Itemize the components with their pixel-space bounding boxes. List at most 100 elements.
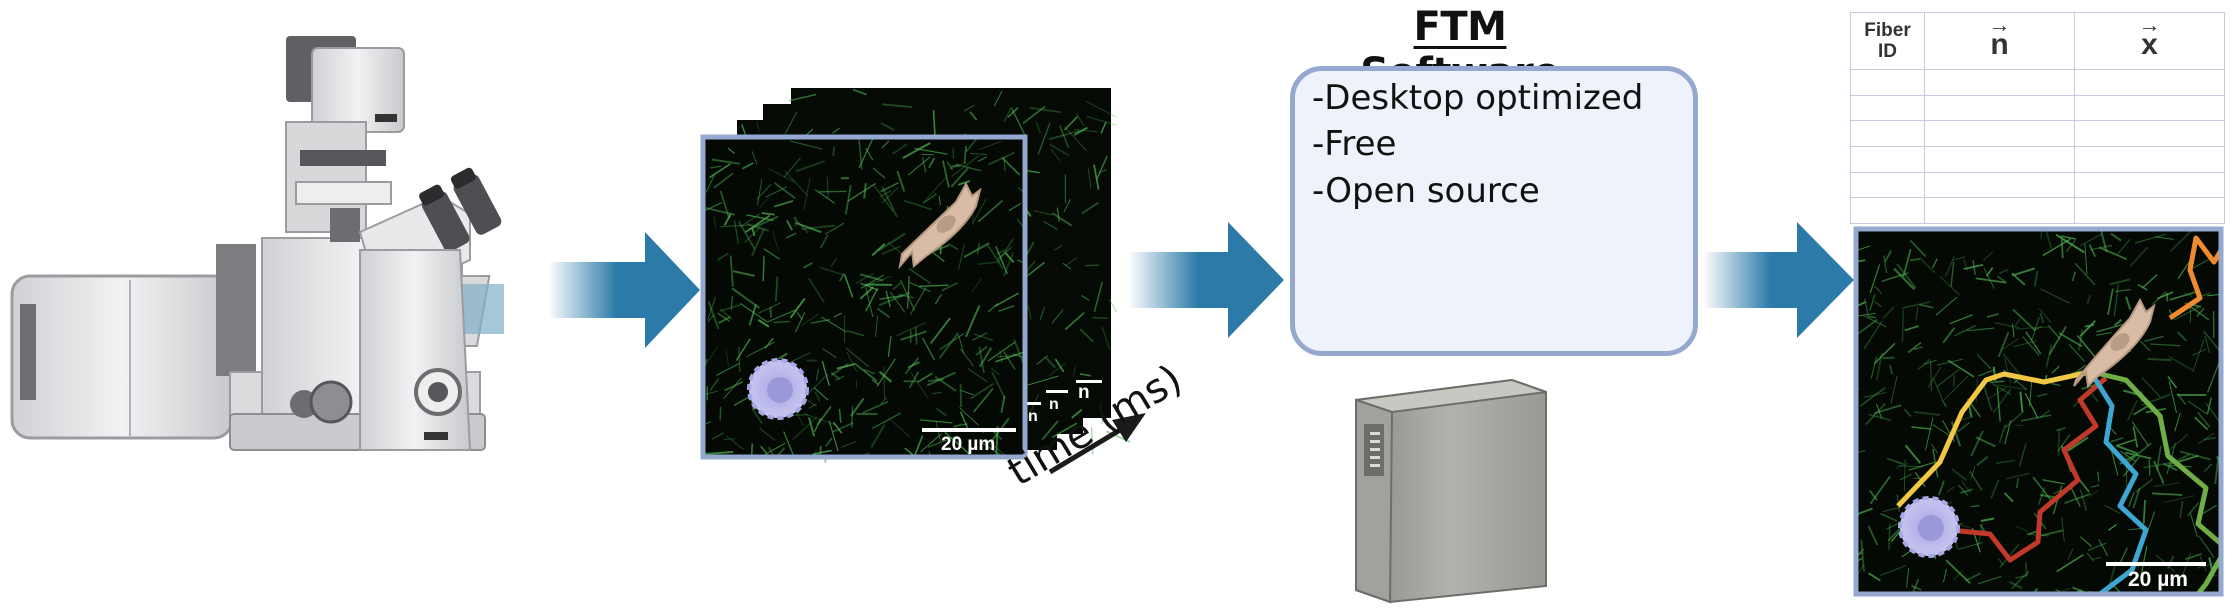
fiber-strand — [904, 357, 919, 375]
fiber-strand — [2057, 434, 2071, 452]
trajectory-green — [2091, 369, 2221, 594]
fiber-strand — [2012, 308, 2037, 332]
fiber-strand — [1944, 256, 1955, 277]
fiber-strand — [960, 348, 974, 367]
header-n-symbol: n — [1990, 28, 2009, 61]
fiber-strand — [2179, 500, 2184, 519]
fiber-strand — [906, 276, 910, 309]
fiber-strand — [978, 347, 993, 368]
fiber-strand — [2187, 502, 2200, 517]
fiber-strand — [801, 224, 836, 230]
fiber-strand — [1865, 402, 1886, 426]
fiber-strand — [2163, 463, 2178, 472]
fiber-strand — [1875, 352, 1883, 381]
output-image-frame: 20 µm — [1853, 226, 2224, 597]
fiber-strand — [1029, 106, 1062, 114]
fiber-strand — [1883, 255, 1888, 274]
fiber-strand — [2192, 339, 2205, 370]
fiber-strand — [1003, 106, 1012, 123]
fiber-strand — [934, 375, 957, 392]
fiber-strand — [2200, 292, 2211, 297]
fiber-strand — [716, 362, 740, 376]
fiber-strand — [1087, 168, 1092, 189]
fiber-strand — [2183, 292, 2193, 297]
fiber-strand — [1925, 417, 1934, 451]
fiber-strand — [1990, 380, 2005, 384]
fiber-strand — [899, 279, 915, 311]
table-cell — [1850, 94, 1925, 122]
fiber-strand — [774, 276, 779, 302]
fiber-strand — [946, 161, 954, 171]
fiber-strand — [1923, 359, 1938, 365]
fiber-strand — [860, 274, 884, 289]
fiber-strand — [1888, 523, 1891, 550]
vector-arrow-icon: → — [2138, 12, 2161, 37]
fiber-strand — [1033, 210, 1053, 216]
fiber-strand — [760, 445, 768, 454]
fiber-strand — [1092, 317, 1108, 319]
fiber-strand — [2015, 478, 2019, 489]
fiber-strand — [1856, 259, 1866, 263]
fiber-strand — [739, 213, 761, 228]
fiber-strand — [2127, 400, 2138, 421]
fiber-strand — [892, 143, 908, 155]
fiber-strand — [1944, 375, 1969, 400]
header-x-symbol: x — [2141, 28, 2158, 61]
fiber-strand — [2011, 571, 2030, 590]
table-row — [1850, 94, 2225, 122]
fiber-strand — [2095, 332, 2112, 336]
table-cell — [2074, 120, 2225, 147]
fiber-strand — [2004, 358, 2012, 384]
fiber-strand — [2038, 308, 2052, 323]
fiber-strand — [977, 199, 1004, 223]
fiber-strand — [2134, 233, 2167, 244]
fiber-strand — [965, 305, 981, 338]
fiber-strand — [2056, 554, 2084, 573]
fiber-strand — [881, 245, 902, 255]
fiber-strand — [1992, 388, 2012, 414]
fiber-strand — [2140, 340, 2151, 352]
fiber-strand — [892, 282, 902, 290]
fiber-strand — [865, 275, 892, 287]
feature-open-source: -Open source — [1312, 171, 1540, 211]
fiber-strand — [2120, 450, 2137, 462]
fiber-strand — [703, 202, 723, 213]
fiber-strand — [1889, 364, 1893, 375]
fiber-strand — [1074, 129, 1098, 133]
fiber-strand — [850, 397, 865, 417]
fiber-strand — [1893, 267, 1916, 291]
fiber-strand — [2067, 548, 2074, 560]
table-cell — [2074, 197, 2225, 224]
fiber-strand — [2125, 451, 2152, 460]
fiber-strand — [741, 162, 754, 170]
fiber-strand — [2020, 414, 2052, 422]
fiber-strand — [746, 214, 774, 222]
fiber-strand — [751, 151, 758, 165]
fiber-strand — [737, 220, 756, 250]
fiber-strand — [2061, 516, 2065, 542]
fiber-strand — [1870, 356, 1878, 379]
fiber-strand — [716, 252, 729, 261]
fiber-strand — [875, 315, 879, 337]
fiber-strand — [846, 351, 858, 372]
fiber-strand — [2100, 230, 2108, 253]
fiber-strand — [2058, 332, 2083, 348]
fiber-strand — [1904, 444, 1922, 464]
fiber-strand — [821, 361, 830, 386]
fiber-strand — [2170, 229, 2194, 252]
fiber-strand — [1053, 244, 1063, 251]
fiber-strand — [880, 122, 895, 132]
fiber-strand — [729, 255, 734, 287]
fiber-strand — [808, 402, 817, 409]
fiber-strand — [953, 423, 968, 427]
fiber-strand — [921, 337, 935, 361]
fiber-strand — [972, 198, 987, 224]
fiber-strand — [713, 172, 734, 189]
fiber-strand — [718, 315, 731, 324]
fiber-strand — [2189, 513, 2198, 538]
fiber-strand — [789, 140, 823, 150]
fiber-strand — [864, 287, 879, 312]
trajectory-yellow — [1896, 369, 2091, 508]
fiber-strand — [909, 286, 927, 315]
